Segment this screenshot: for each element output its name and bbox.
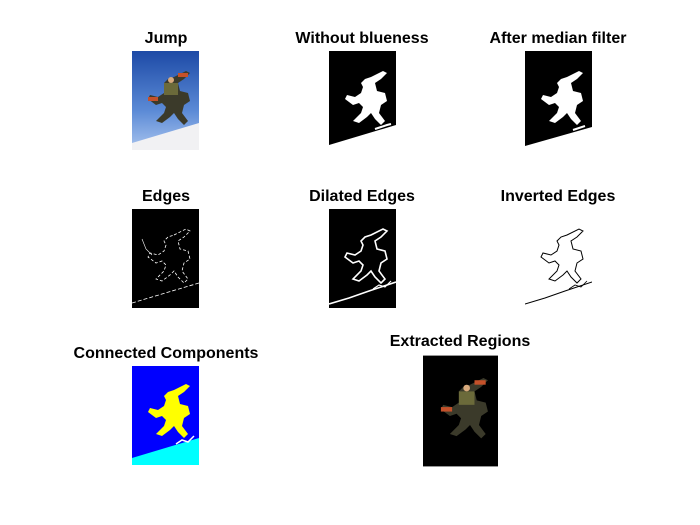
panel-title-inverted-edges: Inverted Edges xyxy=(500,188,616,205)
image-without-blueness xyxy=(329,51,396,150)
panel-title-edges: Edges xyxy=(141,188,191,205)
image-jump xyxy=(132,51,199,150)
image-after-median-filter xyxy=(525,51,592,150)
panel-title-extracted-regions: Extracted Regions xyxy=(389,333,531,350)
panel-title-jump: Jump xyxy=(144,30,188,47)
panel-title-connected-components: Connected Components xyxy=(73,345,259,362)
image-dilated-edges xyxy=(329,209,396,308)
panel-title-without-blueness: Without blueness xyxy=(295,30,429,47)
image-inverted-edges xyxy=(525,209,592,308)
image-connected-components xyxy=(132,366,199,465)
image-extracted-regions xyxy=(423,355,498,467)
panel-title-dilated-edges: Dilated Edges xyxy=(309,188,415,205)
panel-title-after-median-filter: After median filter xyxy=(489,30,627,47)
image-edges xyxy=(132,209,199,308)
